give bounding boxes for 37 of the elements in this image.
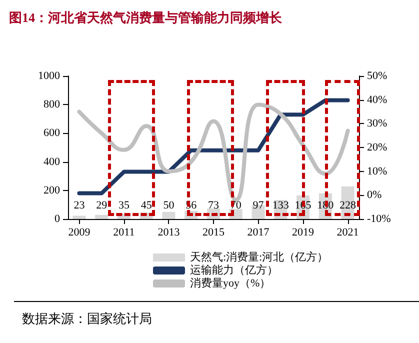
data-label: 45	[140, 200, 152, 212]
bar	[95, 214, 108, 219]
y-tick-label: 400	[44, 156, 60, 168]
data-label: 23	[74, 200, 86, 212]
legend-label: 消费量yoy（%）	[190, 276, 271, 290]
legend-label: 运输能力（亿方）	[190, 264, 278, 276]
data-label: 35	[118, 200, 130, 212]
bar	[162, 212, 176, 219]
x-tick-label: 2009	[68, 226, 91, 238]
x-tick-label: 2011	[113, 226, 135, 238]
data-label: 97	[252, 200, 264, 212]
source-note: 数据来源：国家统计局	[22, 311, 152, 326]
x-tick-label: 2021	[336, 226, 359, 238]
y-tick-label: 0	[54, 213, 60, 225]
bar	[72, 216, 86, 219]
x-tick-label: 2017	[247, 226, 270, 238]
data-label: 29	[96, 200, 108, 212]
data-label: 73	[208, 200, 220, 212]
x-tick-label: 2015	[202, 226, 225, 238]
y2-tick-label: 40%	[367, 94, 388, 106]
y-tick-label: 200	[44, 184, 60, 196]
data-label: 133	[272, 200, 290, 212]
chart-title: 图14：河北省天然气消费量与管输能力同频增长	[9, 10, 283, 25]
data-label: 50	[163, 200, 175, 212]
y2-tick-label: 20%	[367, 142, 388, 154]
y-tick-label: 800	[44, 98, 60, 111]
y2-tick-label: 50%	[367, 70, 388, 82]
y-tick-label: 1000	[38, 70, 60, 82]
legend-label: 天然气:消费量:河北（亿方）	[190, 250, 328, 264]
y2-tick-label: 10%	[367, 165, 388, 178]
data-label: 228	[340, 200, 357, 212]
x-tick-label: 2019	[292, 226, 315, 238]
y-tick-label: 600	[44, 127, 60, 140]
y2-tick-label: 30%	[367, 118, 388, 130]
y2-tick-label: -10%	[367, 213, 391, 225]
y2-tick-label: 0%	[367, 189, 382, 202]
x-tick-label: 2013	[158, 226, 180, 238]
